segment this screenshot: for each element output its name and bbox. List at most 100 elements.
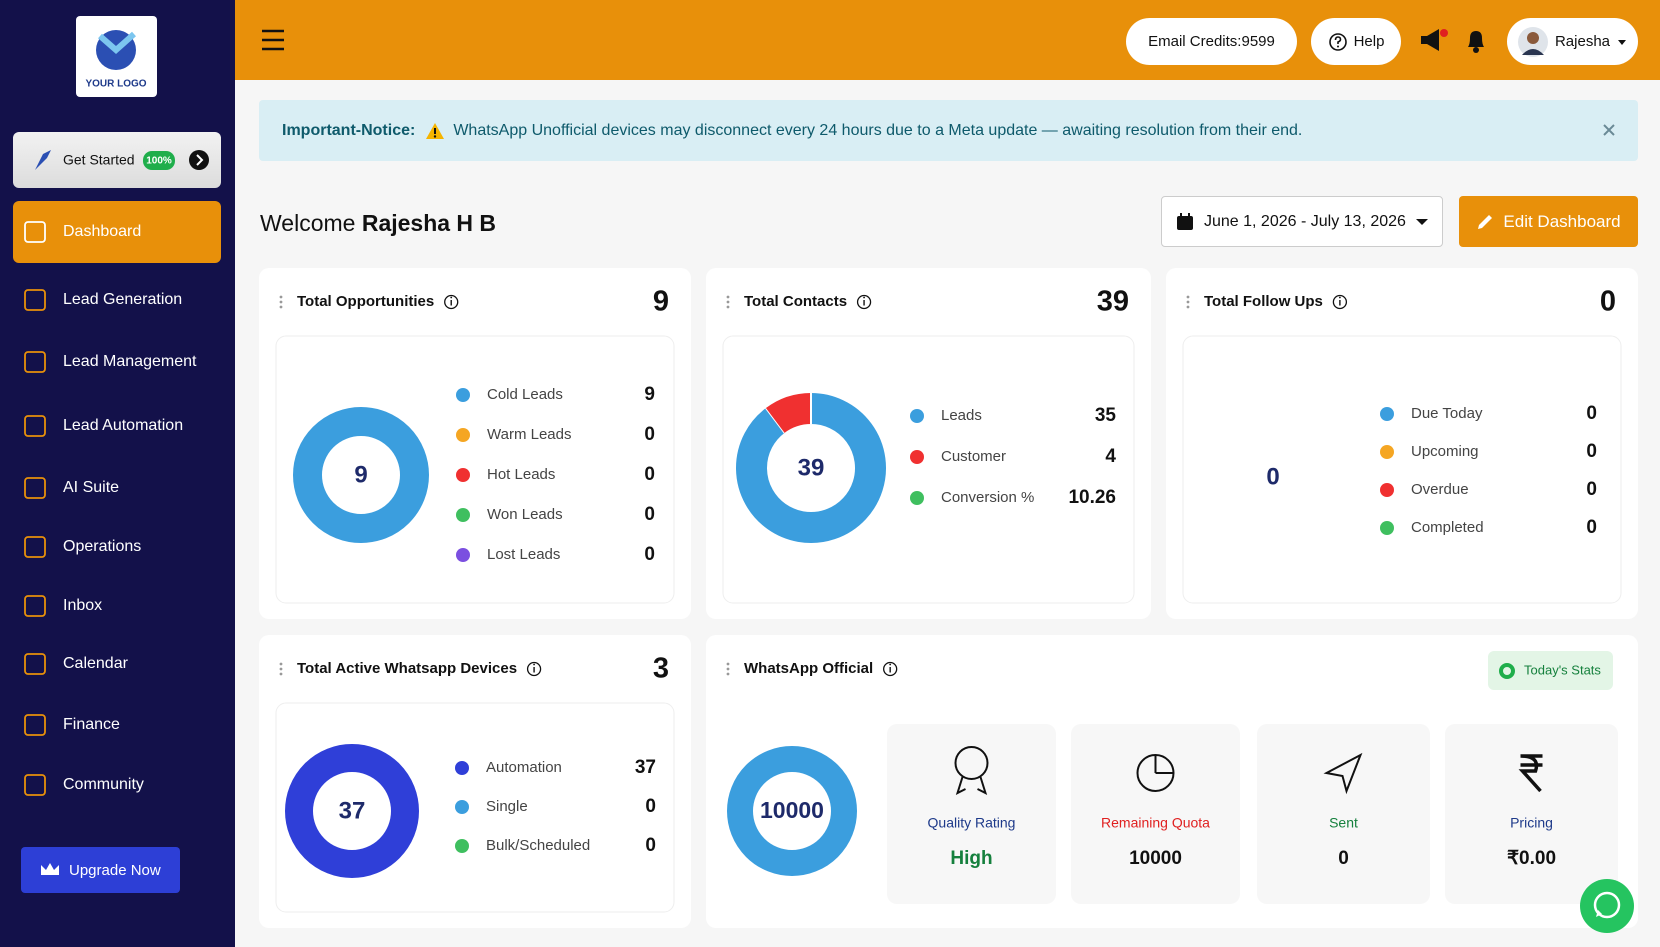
date-range: June 1, 2026 - July 13, 2026 bbox=[1204, 212, 1406, 230]
card-title: WhatsApp Official bbox=[744, 660, 873, 677]
card-panel bbox=[722, 335, 1135, 604]
nav-item-art: AI Suite bbox=[24, 477, 119, 499]
edit-dashboard-label: Edit Dashboard bbox=[1503, 211, 1621, 231]
nav-item[interactable]: Community bbox=[13, 754, 221, 816]
card-panel bbox=[1182, 335, 1622, 604]
nav-icon bbox=[24, 774, 46, 796]
info-icon[interactable] bbox=[444, 294, 459, 310]
stat-card: Total Contacts 39 39 Leads 35 Customer 4 Conver… bbox=[706, 268, 1151, 619]
nav-item[interactable]: Finance bbox=[13, 694, 221, 756]
nav-item[interactable]: Lead Automation bbox=[13, 395, 221, 457]
legend-value: 0 bbox=[1586, 403, 1597, 424]
nav-item[interactable]: Calendar bbox=[13, 633, 221, 695]
card-title: Total Contacts bbox=[744, 293, 847, 310]
stat-card-art: Total Opportunities 9 9 Cold Leads 9 Warm Lea… bbox=[275, 286, 675, 604]
nav-item[interactable]: Lead Generation bbox=[13, 269, 221, 331]
card-title: Total Follow Ups bbox=[1204, 293, 1323, 310]
logo[interactable]: YOUR LOGO bbox=[76, 16, 157, 97]
grip-dot bbox=[1186, 300, 1190, 304]
tile-value: 0 bbox=[1338, 848, 1349, 869]
tile-icon bbox=[1154, 755, 1174, 774]
info-icon[interactable] bbox=[526, 661, 542, 677]
nav-item-art: Calendar bbox=[24, 653, 129, 675]
legend-value: 0 bbox=[645, 796, 656, 817]
upgrade-label: Upgrade Now bbox=[69, 862, 161, 879]
legend-label: Bulk/Scheduled bbox=[486, 837, 590, 854]
calendar-icon bbox=[1177, 212, 1193, 230]
nav-icon bbox=[24, 595, 46, 617]
tile-label: Quality Rating bbox=[928, 815, 1016, 831]
stat-card-art: Total Follow Ups 0 0 Due Today 0 Upcoming 0 Ove… bbox=[1182, 286, 1622, 604]
info-icon[interactable] bbox=[883, 661, 898, 677]
stat-card-art: Total Contacts 39 39 Leads 35 Customer 4 Conver… bbox=[722, 286, 1135, 604]
legend-value: 0 bbox=[644, 424, 655, 445]
nav-label: Inbox bbox=[63, 597, 102, 614]
info-icon[interactable] bbox=[1332, 294, 1348, 310]
pencil-icon bbox=[1478, 214, 1493, 229]
welcome: Welcome Rajesha H B bbox=[260, 210, 496, 237]
nav-item-art: Community bbox=[24, 774, 144, 796]
notice: Important-Notice: WhatsApp Unofficial de… bbox=[259, 100, 1638, 161]
donut-segment bbox=[765, 393, 812, 434]
nav-item[interactable]: Lead Management bbox=[13, 331, 221, 393]
upgrade-button[interactable]: Upgrade Now bbox=[21, 847, 180, 893]
donut-center: 39 bbox=[798, 454, 825, 481]
tile-icon bbox=[1518, 754, 1543, 793]
card-total: 0 bbox=[1600, 286, 1616, 318]
nav-item-art: Lead Generation bbox=[24, 289, 182, 311]
nav-label: Calendar bbox=[63, 655, 129, 672]
nav-item[interactable]: AI Suite bbox=[13, 457, 221, 519]
legend-swatch bbox=[455, 800, 469, 814]
legend-swatch bbox=[1380, 407, 1394, 421]
legend-label: Single bbox=[486, 798, 528, 815]
nav-label: Dashboard bbox=[63, 223, 141, 240]
legend-label: Due Today bbox=[1411, 405, 1483, 422]
tile-label: Sent bbox=[1329, 815, 1358, 831]
legend-label: Leads bbox=[941, 407, 982, 424]
nav-item-art: Operations bbox=[24, 536, 141, 558]
legend-label: Automation bbox=[486, 759, 562, 776]
nav-item[interactable]: Operations bbox=[13, 516, 221, 578]
info-icon[interactable] bbox=[856, 294, 872, 310]
date-range-picker[interactable]: June 1, 2026 - July 13, 2026 bbox=[1161, 196, 1443, 247]
card-panel bbox=[275, 335, 675, 604]
user-menu[interactable]: Rajesha bbox=[1507, 18, 1638, 65]
tile-value: ₹0.00 bbox=[1507, 848, 1556, 869]
caret bbox=[1415, 218, 1428, 225]
stat-tile bbox=[1071, 724, 1240, 904]
stat-tile bbox=[1445, 724, 1618, 904]
stats-badge-icon bbox=[1499, 663, 1515, 679]
legend-swatch bbox=[456, 468, 470, 482]
legend-swatch bbox=[1380, 521, 1394, 535]
announcements[interactable] bbox=[1417, 26, 1449, 54]
legend-swatch bbox=[456, 548, 470, 562]
whatsapp-chat-button[interactable] bbox=[1580, 879, 1634, 933]
grip-dot bbox=[726, 300, 730, 304]
menu-button[interactable] bbox=[260, 28, 286, 52]
legend-swatch bbox=[1380, 445, 1394, 459]
grip-dot bbox=[279, 662, 283, 666]
tile-value: High bbox=[950, 848, 992, 869]
email-credits[interactable]: Email Credits:9599 bbox=[1126, 18, 1297, 65]
donut-segment bbox=[285, 744, 419, 878]
stats-badge[interactable] bbox=[1488, 651, 1613, 690]
stats-badge-label: Today's Stats bbox=[1524, 662, 1601, 677]
legend-value: 37 bbox=[635, 757, 656, 778]
edit-dashboard-button[interactable]: Edit Dashboard bbox=[1459, 196, 1638, 247]
grip-dot bbox=[279, 295, 283, 299]
legend-swatch bbox=[455, 839, 469, 853]
nav-label: Lead Automation bbox=[63, 417, 183, 434]
help-icon bbox=[1328, 32, 1347, 51]
legend-swatch bbox=[456, 508, 470, 522]
notifications[interactable] bbox=[1464, 27, 1488, 55]
stat-tile bbox=[887, 724, 1056, 904]
help-button[interactable]: Help bbox=[1311, 18, 1401, 65]
nav-item[interactable]: Dashboard bbox=[13, 201, 221, 263]
nav-item[interactable]: Inbox bbox=[13, 575, 221, 637]
user-name: Rajesha bbox=[1554, 33, 1611, 50]
notice-close[interactable] bbox=[1602, 123, 1616, 137]
get-started[interactable]: Get Started 100% bbox=[13, 132, 221, 188]
donut-center: 10000 bbox=[760, 797, 824, 823]
card-total: 3 bbox=[653, 653, 669, 685]
